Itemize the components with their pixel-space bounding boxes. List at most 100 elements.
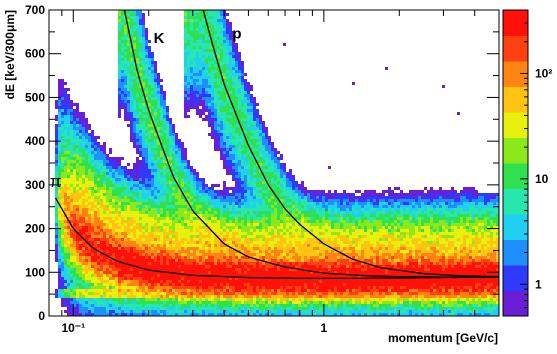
heatmap-cell [127, 196, 130, 199]
heatmap-cell [181, 310, 184, 313]
heatmap-cell [217, 250, 220, 253]
heatmap-cell [124, 250, 127, 253]
heatmap-cell [172, 298, 175, 301]
heatmap-cell [166, 223, 169, 226]
heatmap-cell [136, 295, 139, 298]
heatmap-cell [142, 196, 145, 199]
heatmap-cell [217, 37, 220, 40]
heatmap-cell [67, 121, 70, 124]
heatmap-cell [67, 136, 70, 139]
heatmap-cell [202, 208, 205, 211]
heatmap-cell [160, 202, 163, 205]
heatmap-cell [193, 79, 196, 82]
heatmap-cell [118, 217, 121, 220]
heatmap-cell [226, 55, 229, 58]
heatmap-cell [85, 163, 88, 166]
heatmap-cell [172, 262, 175, 265]
heatmap-cell [172, 295, 175, 298]
heatmap-cell [109, 229, 112, 232]
heatmap-cell [118, 40, 121, 43]
heatmap-cell [208, 223, 211, 226]
heatmap-cell [115, 244, 118, 247]
heatmap-cell [82, 277, 85, 280]
heatmap-cell [166, 121, 169, 124]
heatmap-cell [196, 22, 199, 25]
heatmap-cell [73, 148, 76, 151]
heatmap-cell [133, 109, 136, 112]
heatmap-cell [196, 268, 199, 271]
heatmap-cell [244, 277, 247, 280]
heatmap-cell [205, 58, 208, 61]
heatmap-cell [61, 256, 64, 259]
heatmap-cell [184, 253, 187, 256]
heatmap-cell [139, 283, 142, 286]
heatmap-cell [202, 313, 205, 316]
heatmap-cell [154, 265, 157, 268]
heatmap-cell [196, 103, 199, 106]
heatmap-cell [232, 100, 235, 103]
heatmap-cell [106, 187, 109, 190]
heatmap-cell [136, 262, 139, 265]
heatmap-cell [238, 133, 241, 136]
heatmap-cell [58, 100, 61, 103]
heatmap-cell [163, 205, 166, 208]
heatmap-cell [61, 244, 64, 247]
heatmap-cell [217, 142, 220, 145]
heatmap-cell [235, 61, 238, 64]
heatmap-cell [241, 106, 244, 109]
heatmap-cell [100, 145, 103, 148]
heatmap-cell [193, 73, 196, 76]
heatmap-cell [163, 214, 166, 217]
heatmap-cell [214, 268, 217, 271]
heatmap-cell [118, 202, 121, 205]
heatmap-cell [157, 88, 160, 91]
heatmap-cell [244, 94, 247, 97]
heatmap-cell [172, 181, 175, 184]
heatmap-cell [79, 301, 82, 304]
heatmap-cell [166, 136, 169, 139]
heatmap-cell [235, 280, 238, 283]
heatmap-cell [124, 67, 127, 70]
heatmap-cell [139, 97, 142, 100]
heatmap-cell [190, 25, 193, 28]
heatmap-cell [154, 115, 157, 118]
heatmap-cell [232, 127, 235, 130]
heatmap-cell [67, 310, 70, 313]
heatmap-cell [115, 178, 118, 181]
heatmap-cell [151, 172, 154, 175]
heatmap-cell [88, 241, 91, 244]
heatmap-cell [112, 169, 115, 172]
heatmap-cell [172, 184, 175, 187]
heatmap-cell [238, 289, 241, 292]
heatmap-cell [238, 163, 241, 166]
heatmap-cell [67, 226, 70, 229]
heatmap-cell [73, 184, 76, 187]
heatmap-cell [82, 262, 85, 265]
heatmap-cell [205, 109, 208, 112]
heatmap-cell [133, 13, 136, 16]
heatmap-cell [73, 256, 76, 259]
heatmap-cell [151, 238, 154, 241]
heatmap-cell [79, 286, 82, 289]
heatmap-cell [130, 232, 133, 235]
heatmap-cell [130, 220, 133, 223]
heatmap-cell [136, 268, 139, 271]
heatmap-cell [76, 124, 79, 127]
heatmap-cell [187, 211, 190, 214]
heatmap-cell [85, 136, 88, 139]
heatmap-cell [217, 88, 220, 91]
heatmap-cell [145, 55, 148, 58]
heatmap-cell [67, 142, 70, 145]
heatmap-cell [214, 196, 217, 199]
heatmap-cell [160, 85, 163, 88]
heatmap-cell [118, 190, 121, 193]
heatmap-cell [232, 211, 235, 214]
heatmap-cell [214, 97, 217, 100]
heatmap-cell [166, 157, 169, 160]
heatmap-cell [79, 187, 82, 190]
heatmap-cell [202, 184, 205, 187]
heatmap-cell [73, 220, 76, 223]
heatmap-cell [133, 223, 136, 226]
heatmap-cell [163, 307, 166, 310]
heatmap-cell [91, 292, 94, 295]
